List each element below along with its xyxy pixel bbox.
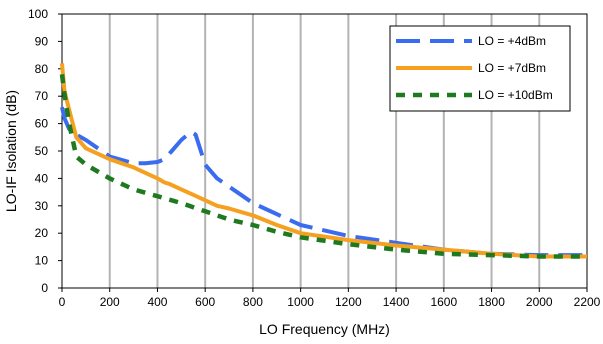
y-tick-label: 80 — [35, 62, 49, 76]
x-tick-label: 1800 — [478, 295, 505, 309]
legend-label-1: LO = +4dBm — [478, 34, 546, 48]
x-tick-label: 1400 — [383, 295, 410, 309]
x-tick-label: 1200 — [335, 295, 362, 309]
x-tick-label: 2000 — [526, 295, 553, 309]
series-line-3 — [59, 74, 587, 259]
series-line-1 — [60, 106, 587, 258]
x-tick-layer: 0 200 400 600 800 1000 1200 1400 1600 1800 2000 220… — [59, 288, 601, 309]
legend-items: LO = +4dBm LO = +7dBm LO = +10dBm — [396, 34, 553, 102]
y-tick-layer: 0 10 20 30 40 50 60 70 80 90 100 — [28, 7, 62, 295]
y-tick-label: 100 — [28, 7, 48, 21]
x-tick-label: 1600 — [430, 295, 457, 309]
x-tick-label: 200 — [100, 295, 120, 309]
legend-label-3: LO = +10dBm — [478, 88, 553, 102]
x-tick-label: 1000 — [287, 295, 314, 309]
y-tick-label: 50 — [35, 144, 49, 158]
y-tick-label: 0 — [41, 281, 48, 295]
legend: LO = +4dBm LO = +7dBm LO = +10dBm — [389, 25, 571, 112]
x-tick-label: 2200 — [574, 295, 601, 309]
x-tick-label: 400 — [147, 295, 167, 309]
series-line-2 — [60, 63, 587, 259]
y-tick-label: 10 — [35, 254, 49, 268]
x-axis-title: LO Frequency (MHz) — [259, 321, 390, 337]
y-tick-label: 40 — [35, 171, 49, 185]
y-tick-label: 60 — [35, 117, 49, 131]
series-layer — [59, 63, 587, 259]
legend-label-2: LO = +7dBm — [478, 61, 546, 75]
x-tick-label: 600 — [195, 295, 215, 309]
x-tick-label: 800 — [243, 295, 263, 309]
y-tick-label: 90 — [35, 34, 49, 48]
y-tick-label: 30 — [35, 199, 49, 213]
y-tick-label: 70 — [35, 89, 49, 103]
x-tick-label: 0 — [59, 295, 66, 309]
y-axis-title: LO-IF Isolation (dB) — [3, 90, 19, 212]
y-tick-label: 20 — [35, 226, 49, 240]
